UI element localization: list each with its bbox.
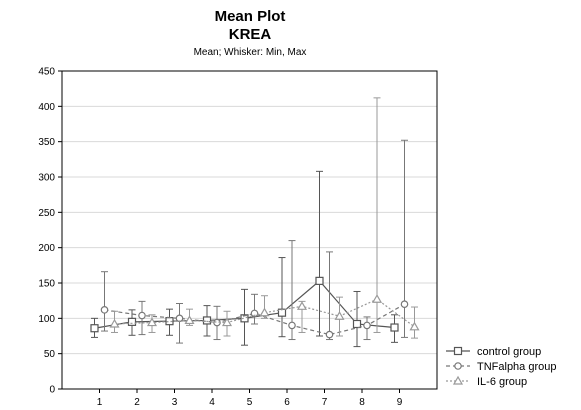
data-point	[409, 321, 420, 331]
data-point	[296, 301, 308, 310]
x-tick-label: 6	[284, 397, 290, 408]
y-tick-label: 50	[44, 349, 56, 360]
y-tick-label: 200	[38, 243, 55, 254]
x-tick-label: 1	[97, 397, 103, 408]
data-point	[454, 362, 462, 370]
x-tick-label: 8	[359, 397, 365, 408]
data-point	[250, 309, 259, 318]
data-point	[221, 317, 233, 327]
data-point	[138, 311, 146, 320]
y-tick-label: 100	[38, 314, 55, 325]
data-point	[452, 375, 464, 385]
grid-lines	[62, 70, 437, 390]
data-point	[400, 300, 409, 309]
data-point	[202, 316, 212, 325]
data-point	[363, 321, 371, 330]
x-tick-label: 9	[397, 397, 403, 408]
y-tick-label: 450	[38, 67, 55, 78]
data-point	[259, 307, 270, 317]
y-tick-label: 400	[38, 102, 55, 113]
y-tick-label: 250	[38, 208, 55, 219]
y-tick-label: 0	[49, 385, 55, 396]
data-point	[146, 317, 158, 327]
series-il-6-group	[109, 97, 420, 339]
legend-label: TNFalpha group	[477, 361, 557, 373]
data-point	[109, 318, 120, 328]
y-tick-label: 350	[38, 137, 55, 148]
x-tick-label: 2	[134, 397, 140, 408]
data-point	[352, 319, 362, 329]
x-tick-label: 7	[322, 397, 328, 408]
data-point	[325, 330, 334, 339]
data-point	[288, 321, 296, 330]
data-point	[390, 323, 399, 332]
data-point	[371, 294, 383, 303]
x-tick-label: 4	[209, 397, 215, 408]
y-tick-label: 300	[38, 173, 55, 184]
legend: control group TNFalpha group IL-6 group	[446, 346, 557, 388]
series-tnfalpha-group	[100, 139, 409, 344]
data-point	[240, 314, 249, 323]
plot-frame	[61, 70, 438, 390]
series-group	[90, 97, 420, 348]
chart-caption: Mean; Whisker: Min, Max	[194, 47, 307, 58]
x-tick-label: 5	[247, 397, 253, 408]
x-tick-label: 3	[172, 397, 178, 408]
data-point	[453, 346, 463, 356]
legend-label: control group	[477, 346, 541, 358]
legend-item: TNFalpha group	[446, 361, 557, 373]
y-tick-label: 150	[38, 279, 55, 290]
data-point	[184, 315, 195, 325]
data-point	[100, 306, 109, 314]
chart-title: Mean Plot	[215, 8, 286, 25]
legend-item: control group	[446, 346, 541, 358]
data-point	[334, 311, 345, 320]
series-line	[104, 303, 405, 336]
data-point	[127, 317, 137, 326]
series-control-group	[90, 170, 399, 348]
axes: 0 50 100 150 200 250 300 350 400 450 1 2 3 4 5 6 7 8 9	[38, 67, 438, 408]
chart-subtitle: KREA	[229, 26, 272, 43]
legend-label: IL-6 group	[477, 376, 527, 388]
data-point	[90, 324, 99, 333]
legend-item: IL-6 group	[446, 375, 527, 388]
data-point	[315, 276, 324, 285]
